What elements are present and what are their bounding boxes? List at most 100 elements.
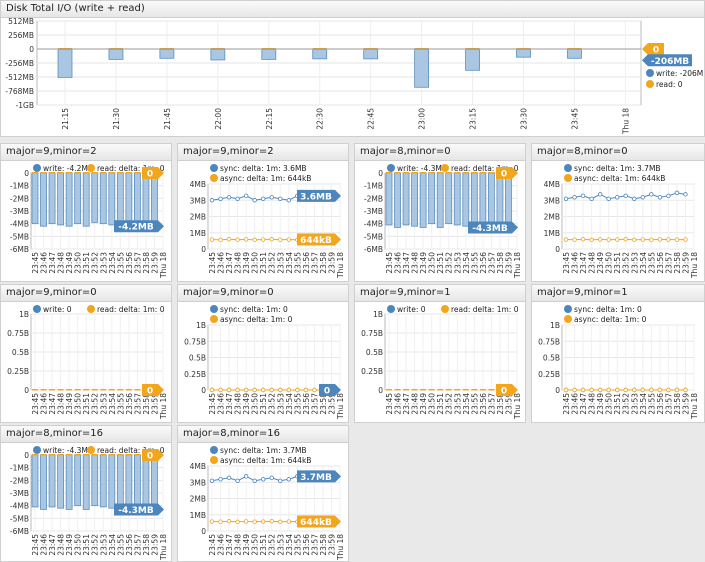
y-tick-label: 0.75B xyxy=(184,337,206,346)
chart-panel: major=9,minor=2 sync: delta: 1m: 3.6MB as… xyxy=(177,143,349,282)
x-tick-label: Thu 18 xyxy=(336,534,345,561)
x-tick-label: 23:56 xyxy=(125,252,134,274)
panel-title: major=8,minor=16 xyxy=(178,426,348,443)
async-point xyxy=(674,387,680,393)
write-bar xyxy=(31,454,39,508)
write-bar xyxy=(151,172,158,227)
write-bar xyxy=(108,172,116,226)
y-tick-label: 1B xyxy=(196,321,206,330)
async-point xyxy=(235,519,240,525)
read-bar xyxy=(471,172,478,174)
legend-label: write: -4.3MB xyxy=(43,446,93,455)
async-point xyxy=(243,519,249,524)
x-tick-label: 23:51 xyxy=(82,252,91,274)
x-tick-label: Thu 18 xyxy=(159,393,168,420)
x-tick-label: 23:59 xyxy=(150,393,159,415)
read-bar xyxy=(100,389,107,391)
x-tick-label: 23:45 xyxy=(385,393,394,415)
x-tick-label: 23:47 xyxy=(579,393,588,415)
write-bar xyxy=(99,172,107,225)
y-tick-label: 4MB xyxy=(190,462,206,471)
sync-point xyxy=(260,477,266,482)
read-bar xyxy=(32,389,38,391)
y-tick-label: -2MB xyxy=(364,194,383,203)
async-point xyxy=(614,387,620,393)
x-tick-label: 23:53 xyxy=(99,534,108,556)
panel-title: major=9,minor=1 xyxy=(532,285,704,302)
write-legend-marker xyxy=(33,446,41,454)
async-point xyxy=(235,237,240,242)
write-bar xyxy=(48,172,56,225)
x-tick-label: 23:48 xyxy=(57,393,66,415)
x-tick-label: 22:30 xyxy=(316,108,325,130)
y-tick-label: 2MB xyxy=(544,213,560,222)
y-tick-label: 0.25B xyxy=(184,370,206,379)
x-tick-label: 23:59 xyxy=(504,252,513,274)
x-tick-label: 23:51 xyxy=(436,252,445,274)
write-bar xyxy=(48,454,56,508)
x-tick-label: 23:47 xyxy=(48,393,57,415)
async-point xyxy=(218,237,223,243)
write-bar xyxy=(57,172,64,226)
async-point xyxy=(649,387,654,393)
write-bar xyxy=(125,454,133,508)
async-point xyxy=(649,237,654,242)
x-tick-label: 23:52 xyxy=(445,252,454,274)
read-bar xyxy=(454,172,461,174)
value-tag xyxy=(642,54,692,67)
read-legend-marker xyxy=(646,80,654,88)
chart-panel: major=9,minor=2 write: -4.2MB read: delta… xyxy=(0,143,172,282)
x-tick-label: 23:51 xyxy=(82,393,91,415)
write-bar xyxy=(133,172,141,228)
x-tick-label: 23:57 xyxy=(310,534,319,556)
write-bar xyxy=(151,454,158,510)
x-tick-label: 23:54 xyxy=(462,393,471,415)
x-tick-label: 22:45 xyxy=(367,108,376,130)
write-legend-marker xyxy=(33,305,41,313)
sync-point xyxy=(632,196,637,201)
x-tick-label: 23:48 xyxy=(411,252,420,274)
y-tick-label: -3MB xyxy=(10,489,29,498)
x-tick-label: 23:47 xyxy=(225,534,234,556)
read-bar xyxy=(40,454,47,456)
sync-point xyxy=(218,196,223,201)
write-bar xyxy=(65,172,73,227)
x-tick-label: 23:53 xyxy=(276,393,285,415)
write-bar xyxy=(108,454,116,509)
async-point xyxy=(260,519,266,524)
sync-point xyxy=(209,478,215,483)
read-bar xyxy=(394,172,401,174)
async-point xyxy=(243,387,249,393)
read-bar xyxy=(134,172,141,174)
sync-legend-marker xyxy=(564,164,572,172)
async-point xyxy=(260,237,266,242)
async-point xyxy=(589,387,594,393)
x-tick-label: 23:58 xyxy=(319,393,328,415)
x-tick-label: 23:59 xyxy=(681,393,690,415)
read-bar xyxy=(40,389,47,391)
x-tick-label: 23:50 xyxy=(74,534,83,556)
x-tick-label: 23:45 xyxy=(208,393,217,415)
sync-point xyxy=(260,196,266,201)
read-bar xyxy=(74,172,81,174)
x-tick-label: 23:30 xyxy=(520,108,529,130)
y-tick-label: 0 xyxy=(24,169,29,178)
x-tick-label: 23:57 xyxy=(664,393,673,415)
x-tick-label: 23:54 xyxy=(285,252,294,274)
sync-point xyxy=(623,193,628,199)
read-legend-marker xyxy=(87,164,95,172)
value-tag xyxy=(297,470,341,483)
x-tick-label: 23:57 xyxy=(664,252,673,274)
x-tick-label: Thu 18 xyxy=(159,534,168,561)
async-point xyxy=(312,387,317,393)
legend-label: async: delta: 1m: 0 xyxy=(574,315,647,324)
y-tick-label: -5MB xyxy=(10,514,29,523)
x-tick-label: 23:53 xyxy=(276,252,285,274)
x-tick-label: 23:59 xyxy=(327,393,336,415)
value-tag xyxy=(496,167,518,179)
y-tick-label: 1MB xyxy=(544,229,560,238)
x-tick-label: 23:52 xyxy=(268,534,277,556)
x-tick-label: 23:15 xyxy=(469,108,478,130)
x-tick-label: 23:49 xyxy=(65,252,74,274)
